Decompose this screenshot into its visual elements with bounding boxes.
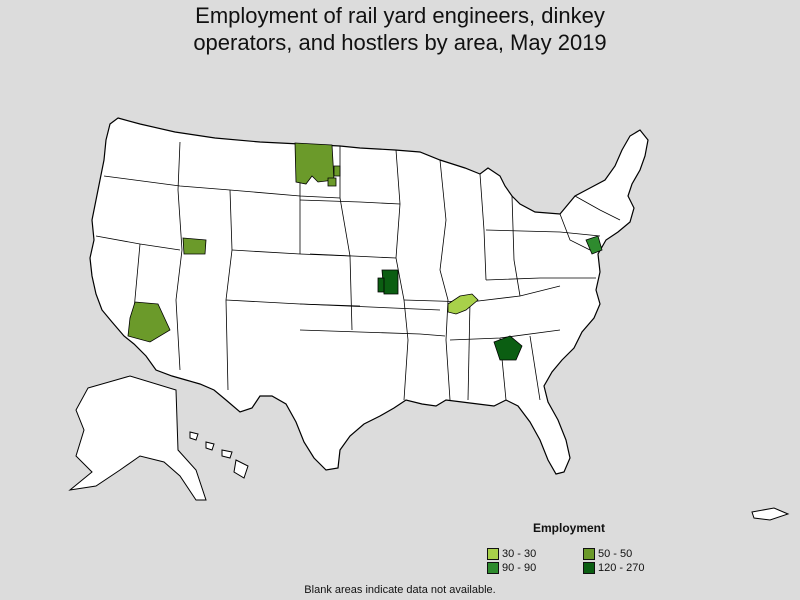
legend-swatch (583, 548, 595, 560)
legend-item-30: 30 - 30 (487, 548, 536, 560)
legend-swatch (487, 562, 499, 574)
area-georgia-120 (493, 335, 523, 361)
contiguous-us (89, 117, 649, 475)
area-kentucky-30 (447, 293, 479, 315)
legend-swatch (583, 562, 595, 574)
alaska (68, 375, 207, 501)
legend-label: 30 - 30 (502, 548, 537, 560)
area-nd-small-50 (327, 177, 337, 187)
area-pennsylvania-90 (585, 235, 603, 255)
title-line-1: Employment of rail yard engineers, dinke… (195, 3, 605, 28)
legend-title: Employment (533, 521, 606, 535)
legend-label: 50 - 50 (598, 548, 633, 560)
legend-item-90: 90 - 90 (487, 562, 536, 574)
area-north-dakota-50 (294, 142, 335, 185)
area-arizona-50 (127, 301, 171, 343)
puerto-rico (751, 507, 790, 521)
footnote: Blank areas indicate data not available. (304, 584, 496, 596)
legend-label: 90 - 90 (502, 562, 537, 574)
legend-item-120: 120 - 270 (583, 562, 644, 574)
legend-swatch (487, 548, 499, 560)
map-title: Employment of rail yard engineers, dinke… (0, 2, 800, 56)
legend-item-50: 50 - 50 (583, 548, 632, 560)
area-nd-small2-50 (333, 165, 341, 177)
hawaii (189, 431, 249, 479)
title-line-2: operators, and hostlers by area, May 201… (193, 30, 607, 55)
data-areas (127, 142, 603, 361)
area-kansas-small-120 (377, 277, 385, 293)
area-utah-50 (182, 237, 207, 255)
legend-label: 120 - 270 (598, 562, 645, 574)
